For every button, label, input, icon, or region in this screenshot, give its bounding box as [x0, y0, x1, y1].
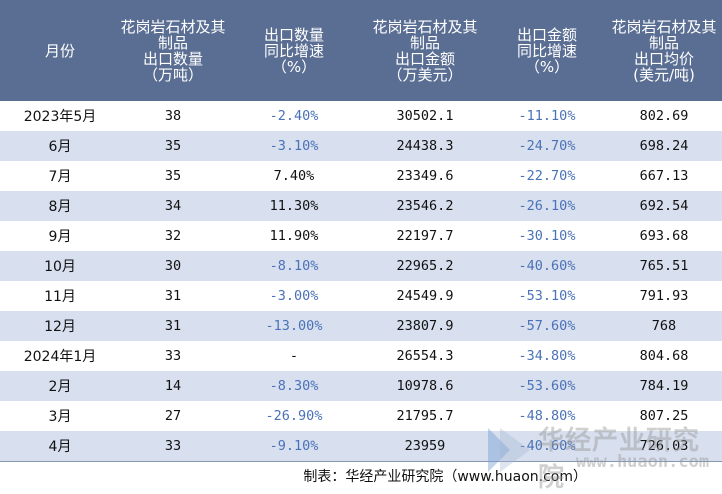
- header-row: 月份 花岗岩石材及其 制品 出口数量 （万吨） 出口数量 同比增速 （%） 花岗岩石材及其…: [0, 0, 722, 101]
- cell-export-quantity: 38: [164, 108, 182, 124]
- cell-avg-price: 768: [606, 311, 722, 341]
- cell-export-quantity: 35: [164, 168, 182, 184]
- cell-value-growth: -53.10%: [518, 288, 576, 304]
- cell-quantity-growth: -2.40%: [269, 108, 319, 124]
- header-quantity-growth: 出口数量 同比增速 （%）: [226, 0, 362, 101]
- cell-quantity-growth: -8.30%: [226, 371, 362, 401]
- cell-export-value: 24549.9: [396, 288, 454, 304]
- cell-month: 9月: [48, 229, 72, 245]
- table-row: 2月 14 -8.30% 10978.6 -53.60% 784.19: [0, 371, 722, 401]
- cell-month: 11月: [44, 289, 76, 305]
- table-row: 11月 31 -3.00% 24549.9 -53.10% 791.93: [0, 281, 722, 311]
- cell-export-quantity: 32: [164, 228, 182, 244]
- cell-export-quantity: 33: [120, 431, 226, 462]
- cell-quantity-growth: 7.40%: [273, 168, 315, 184]
- cell-export-value: 22197.7: [396, 228, 454, 244]
- cell-avg-price: 791.93: [639, 288, 689, 304]
- cell-month: 7月: [48, 169, 72, 185]
- cell-value-growth: -11.10%: [518, 108, 576, 124]
- cell-month: 2023年5月: [23, 109, 97, 125]
- cell-month: 2月: [0, 371, 120, 401]
- cell-export-value: 21795.7: [396, 408, 454, 424]
- export-data-table: 月份 花岗岩石材及其 制品 出口数量 （万吨） 出口数量 同比增速 （%） 花岗岩石材及其…: [0, 0, 722, 462]
- cell-month: 6月: [0, 131, 120, 161]
- cell-value-growth: -48.80%: [518, 408, 576, 424]
- cell-export-value: 26554.3: [396, 348, 454, 364]
- cell-avg-price: 667.13: [639, 168, 689, 184]
- cell-export-quantity: 35: [120, 131, 226, 161]
- cell-export-value: 23349.6: [396, 168, 454, 184]
- cell-avg-price: 698.24: [606, 131, 722, 161]
- cell-quantity-growth: -8.10%: [226, 251, 362, 281]
- cell-month: 4月: [0, 431, 120, 462]
- cell-export-quantity: 30: [120, 251, 226, 281]
- cell-value-growth: -34.80%: [518, 348, 576, 364]
- header-value-growth: 出口金额 同比增速 （%）: [488, 0, 606, 101]
- cell-quantity-growth: -3.00%: [269, 288, 319, 304]
- cell-export-value: 23807.9: [362, 311, 488, 341]
- cell-export-value: 24438.3: [362, 131, 488, 161]
- cell-avg-price: 693.68: [639, 228, 689, 244]
- cell-value-growth: -24.70%: [488, 131, 606, 161]
- table-row: 10月 30 -8.10% 22965.2 -40.60% 765.51: [0, 251, 722, 281]
- header-export-value: 花岗岩石材及其 制品 出口金额 （万美元）: [362, 0, 488, 101]
- table-row: 3月 27 -26.90% 21795.7 -48.80% 807.25: [0, 401, 722, 431]
- table-row: 2023年5月 38 -2.40% 30502.1 -11.10% 802.69: [0, 101, 722, 131]
- header-month: 月份: [0, 0, 120, 101]
- cell-avg-price: 726.03: [606, 431, 722, 462]
- table-row: 9月 32 11.90% 22197.7 -30.10% 693.68: [0, 221, 722, 251]
- cell-avg-price: 784.19: [606, 371, 722, 401]
- cell-value-growth: -53.60%: [488, 371, 606, 401]
- header-avg-price: 花岗岩石材及其 制品 出口均价 (美元/吨): [606, 0, 722, 101]
- table-row: 4月 33 -9.10% 23959 -40.60% 726.03: [0, 431, 722, 462]
- cell-avg-price: 802.69: [639, 108, 689, 124]
- cell-export-value: 23959: [362, 431, 488, 462]
- table-row: 2024年1月 33 - 26554.3 -34.80% 804.68: [0, 341, 722, 371]
- cell-quantity-growth: -13.00%: [226, 311, 362, 341]
- table-body: 2023年5月 38 -2.40% 30502.1 -11.10% 802.69 6月 35-…: [0, 101, 722, 462]
- header-export-quantity: 花岗岩石材及其 制品 出口数量 （万吨）: [120, 0, 226, 101]
- table-row: 12月 31 -13.00% 23807.9 -57.60% 768: [0, 311, 722, 341]
- cell-month: 10月: [0, 251, 120, 281]
- cell-value-growth: -40.60%: [488, 431, 606, 462]
- cell-export-quantity: 33: [164, 348, 182, 364]
- cell-export-quantity: 31: [120, 311, 226, 341]
- cell-month: 8月: [0, 191, 120, 221]
- cell-quantity-growth: -9.10%: [226, 431, 362, 462]
- cell-export-quantity: 27: [164, 408, 182, 424]
- cell-export-value: 23546.2: [362, 191, 488, 221]
- source-note: 制表：华经产业研究院（www.huaon.com）: [303, 469, 587, 485]
- cell-month: 12月: [0, 311, 120, 341]
- cell-value-growth: -26.10%: [488, 191, 606, 221]
- cell-quantity-growth: 11.30%: [226, 191, 362, 221]
- cell-export-value: 22965.2: [362, 251, 488, 281]
- cell-quantity-growth: -26.90%: [265, 408, 323, 424]
- cell-export-value: 10978.6: [362, 371, 488, 401]
- cell-value-growth: -57.60%: [488, 311, 606, 341]
- cell-month: 2024年1月: [23, 349, 97, 365]
- cell-month: 3月: [48, 409, 72, 425]
- cell-export-quantity: 14: [120, 371, 226, 401]
- cell-export-quantity: 34: [120, 191, 226, 221]
- table-row: 8月 34 11.30% 23546.2 -26.10% 692.54: [0, 191, 722, 221]
- cell-avg-price: 804.68: [639, 348, 689, 364]
- cell-export-value: 30502.1: [396, 108, 454, 124]
- cell-quantity-growth: 11.90%: [269, 228, 319, 244]
- cell-quantity-growth: -: [289, 348, 299, 364]
- cell-value-growth: -40.60%: [488, 251, 606, 281]
- table-row: 7月 35 7.40% 23349.6 -22.70% 667.13: [0, 161, 722, 191]
- cell-avg-price: 765.51: [606, 251, 722, 281]
- table-row: 6月 35 -3.10% 24438.3 -24.70% 698.24: [0, 131, 722, 161]
- cell-value-growth: -30.10%: [518, 228, 576, 244]
- cell-export-quantity: 31: [164, 288, 182, 304]
- cell-avg-price: 807.25: [639, 408, 689, 424]
- cell-avg-price: 692.54: [606, 191, 722, 221]
- cell-value-growth: -22.70%: [518, 168, 576, 184]
- cell-quantity-growth: -3.10%: [226, 131, 362, 161]
